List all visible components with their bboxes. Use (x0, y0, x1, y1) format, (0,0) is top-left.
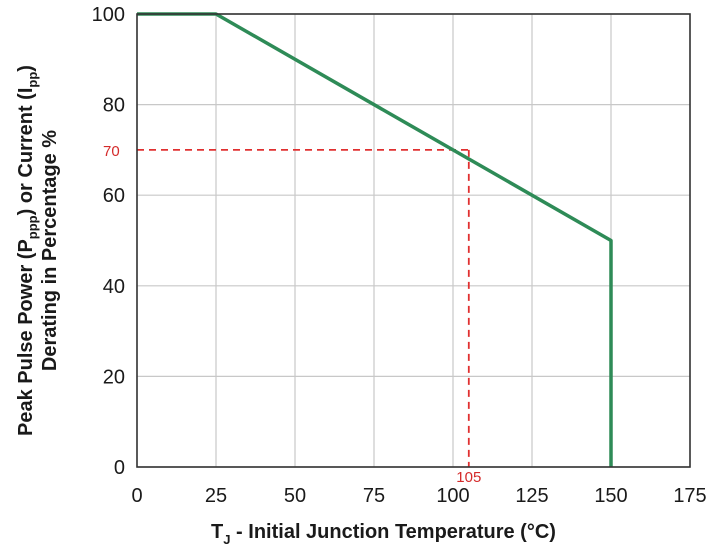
reference-y-label: 70 (103, 143, 120, 160)
y-axis-title-part1: Peak Pulse Power (P (15, 239, 37, 436)
x-axis-title-subscript: J (223, 532, 230, 547)
y-axis-title: Peak Pulse Power (Pppp) or Current (Ipp)… (15, 65, 61, 436)
reference-x-label: 105 (456, 469, 481, 486)
x-axis-title: TJ - Initial Junction Temperature (°C) (211, 521, 556, 547)
y-tick-label-0: 0 (114, 457, 125, 479)
y-tick-label-100: 100 (92, 4, 125, 26)
x-tick-label-125: 125 (515, 485, 548, 507)
x-tick-label-50: 50 (284, 485, 306, 507)
y-axis-title-line1: Peak Pulse Power (Pppp) or Current (Ipp) (15, 65, 40, 436)
x-tick-label-100: 100 (436, 485, 469, 507)
x-tick-label-0: 0 (131, 485, 142, 507)
y-tick-label-20: 20 (103, 366, 125, 388)
grid-lines (136, 13, 691, 468)
y-axis-title-sub1: ppp (25, 215, 40, 239)
x-axis-title-main: T (211, 521, 223, 543)
x-tick-labels: 0 25 50 75 100 125 150 175 (131, 485, 706, 507)
x-tick-label-150: 150 (594, 485, 627, 507)
reference-lines (137, 148, 470, 467)
x-tick-label-75: 75 (363, 485, 385, 507)
y-axis-title-line2: Derating in Percentage % (39, 130, 61, 371)
y-tick-label-60: 60 (103, 185, 125, 207)
annotation-labels: 70 105 (103, 143, 481, 486)
y-axis-title-part3: ) (15, 65, 37, 72)
x-axis-title-rest: - Initial Junction Temperature (°C) (231, 521, 556, 543)
plot-frame (136, 13, 691, 468)
y-tick-labels: 0 20 40 60 80 100 (92, 4, 125, 479)
y-tick-label-40: 40 (103, 276, 125, 298)
y-axis-title-sub2: pp (25, 72, 40, 88)
x-tick-label-175: 175 (673, 485, 706, 507)
y-tick-label-80: 80 (103, 95, 125, 117)
y-axis-title-part2: ) or Current (I (15, 88, 37, 216)
x-tick-label-25: 25 (205, 485, 227, 507)
